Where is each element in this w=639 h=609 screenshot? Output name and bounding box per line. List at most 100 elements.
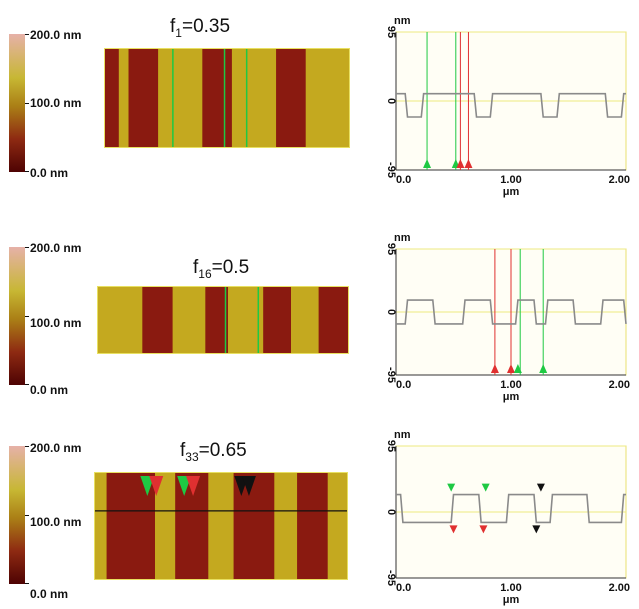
afm-panel-3: 200.0 nm 100.0 nm 0.0 nm f33=0.65 nm 95 0 -… [0,406,639,609]
map-stripe [155,472,176,580]
map-stripe [276,48,306,148]
map-stripe [327,472,348,580]
afm-height-map [94,472,348,580]
colorbar-tick [25,103,29,104]
map-title: f33=0.65 [180,440,247,464]
colorbar-tick [25,384,29,385]
afm-panel-1: 200.0 nm 100.0 nm 0.0 nm f1=0.35 nm 95 0 -9… [0,0,639,203]
x-tick-label: 0.0 [396,379,411,391]
map-stripe [104,48,119,148]
title-subscript: 1 [175,25,182,40]
colorbar-max-label: 200.0 nm [30,441,82,455]
map-border [94,472,348,580]
map-stripe [297,472,328,580]
y-tick-label: 95 [385,440,397,452]
x-axis-label: μm [503,186,520,198]
map-stripe [231,48,277,148]
colorbar-min-label: 0.0 nm [30,587,69,601]
map-stripe [205,286,229,354]
map-marker-triangle [149,476,164,496]
profile-marker [464,159,473,168]
y-tick-label: 0 [385,509,397,515]
map-stripe [202,48,232,148]
colorbar-max-label: 200.0 nm [30,241,82,255]
y-axis-label: nm [394,429,411,441]
x-tick-label: 0.0 [396,582,411,594]
colorbar-tick [25,171,29,172]
map-stripe [142,286,173,354]
height-colorbar [9,34,25,172]
y-tick-label: 95 [385,243,397,255]
title-main: f [193,257,199,278]
x-tick-label: 2.00 [609,582,630,594]
y-tick-label: -95 [385,367,397,383]
colorbar-mid-label: 100.0 nm [30,316,82,330]
x-tick-label: 0.0 [396,174,411,186]
profile-marker [481,483,490,492]
profile-marker [539,364,548,373]
colorbar-min-label: 0.0 nm [30,383,69,397]
x-axis-label: μm [503,594,520,606]
profile-trace [396,92,626,118]
y-tick-label: -95 [385,570,397,586]
x-tick-label: 2.00 [609,174,630,186]
map-marker-triangle [140,476,155,496]
colorbar-max-label: 200.0 nm [30,28,82,42]
afm-height-map [104,48,350,148]
map-stripe [291,286,319,354]
y-tick-label: 0 [385,309,397,315]
map-border [97,286,349,354]
colorbar-mid-label: 100.0 nm [30,515,82,529]
colorbar-tick [25,515,29,516]
x-tick-label: 1.00 [500,582,521,594]
colorbar-tick [25,583,29,584]
map-stripe [128,48,159,148]
profile-marker [507,364,515,373]
profile-marker [449,525,458,534]
profile-marker [479,525,488,534]
y-tick-label: -95 [385,162,397,178]
profile-marker [447,483,456,492]
title-main: f [180,440,186,461]
height-colorbar [9,247,25,385]
afm-height-map [97,286,349,354]
map-title: f1=0.35 [170,16,230,40]
map-title: f16=0.5 [193,257,249,281]
profile-trace [396,493,626,524]
title-value: =0.5 [211,257,250,278]
profile-trace [396,299,627,325]
x-tick-label: 1.00 [500,379,521,391]
map-stripe [305,48,350,148]
profile-marker [423,159,432,168]
x-axis-label: μm [503,391,520,403]
title-subscript: 16 [198,266,212,281]
map-stripe [158,48,203,148]
profile-marker [456,159,465,168]
height-colorbar [9,446,25,584]
y-axis-label: nm [394,232,411,244]
map-stripe [228,286,264,354]
map-stripe [274,472,298,580]
profile-marker [532,525,541,534]
map-marker-triangle [241,476,256,496]
y-tick-label: 95 [385,26,397,38]
afm-panel-2: 200.0 nm 100.0 nm 0.0 nm f16=0.5 nm 95 0 -9… [0,203,639,406]
y-tick-label: 0 [385,98,397,104]
map-marker-triangle [186,476,201,496]
colorbar-tick [25,247,29,248]
title-value: =0.35 [181,16,231,37]
colorbar-mid-label: 100.0 nm [30,96,82,110]
map-marker-triangle [177,476,192,496]
map-stripe [263,286,291,354]
map-stripe [94,472,107,580]
title-value: =0.65 [198,440,247,461]
map-stripe [208,472,234,580]
map-border [104,48,350,148]
colorbar-tick [25,316,29,317]
colorbar-min-label: 0.0 nm [30,166,69,180]
x-tick-label: 1.00 [500,174,521,186]
colorbar-tick [25,446,29,447]
profile-marker [513,364,522,373]
map-stripe [97,286,143,354]
